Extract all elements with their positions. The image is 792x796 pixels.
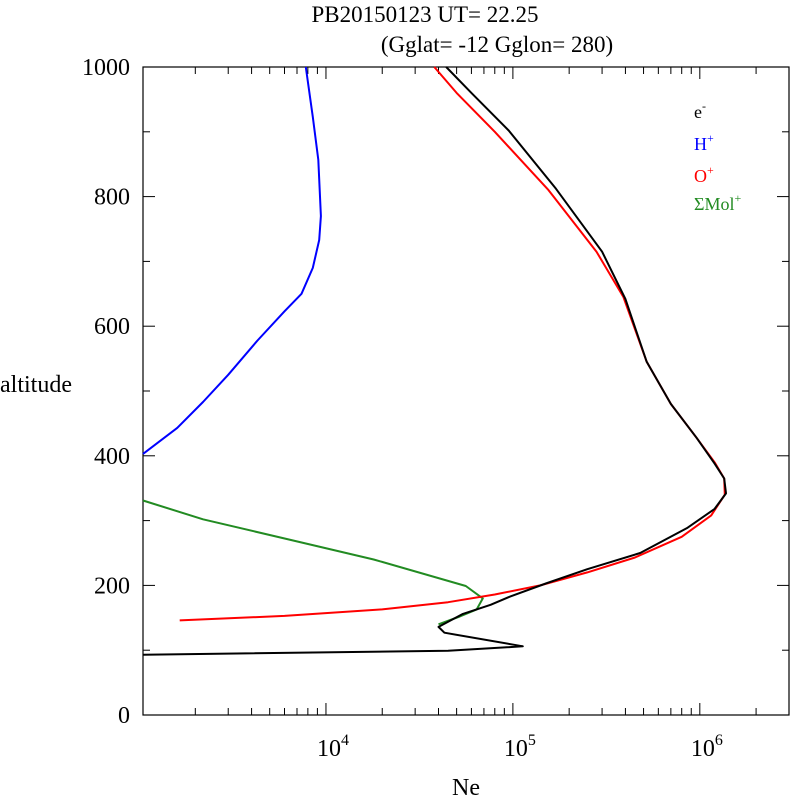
x-tick-labels: 104 105 106 bbox=[317, 732, 723, 762]
series-line bbox=[179, 66, 726, 622]
series-line bbox=[142, 66, 322, 455]
y-tick-label: 400 bbox=[94, 444, 130, 470]
y-axis-title: altitude bbox=[0, 372, 72, 398]
legend-entry: ΣMol+ bbox=[694, 191, 741, 214]
y-tick-label: 200 bbox=[94, 573, 130, 599]
legend-entry: e- bbox=[694, 99, 706, 122]
y-tick-label: 800 bbox=[94, 185, 130, 211]
x-tick-label: 104 bbox=[317, 732, 349, 762]
series-lines bbox=[142, 66, 727, 656]
y-tick-label: 0 bbox=[118, 703, 130, 729]
legend: e- H+ O+ ΣMol+ bbox=[694, 99, 741, 214]
legend-entry: H+ bbox=[694, 131, 714, 154]
x-tick-label: 105 bbox=[504, 732, 536, 762]
series-line bbox=[142, 66, 727, 656]
x-tick-label: 106 bbox=[691, 732, 723, 762]
chart-title-line-1: PB20150123 UT= 22.25 bbox=[311, 2, 538, 27]
series-line bbox=[142, 499, 484, 626]
tick-marks bbox=[143, 66, 790, 716]
y-tick-label: 1000 bbox=[82, 55, 130, 81]
legend-entry: O+ bbox=[694, 163, 714, 186]
y-tick-label: 600 bbox=[94, 314, 130, 340]
y-tick-labels: 0 200 400 600 800 1000 bbox=[82, 55, 130, 729]
x-axis-title: Ne bbox=[452, 775, 480, 796]
chart-title-line-2: (Gglat= -12 Gglon= 280) bbox=[381, 32, 613, 57]
